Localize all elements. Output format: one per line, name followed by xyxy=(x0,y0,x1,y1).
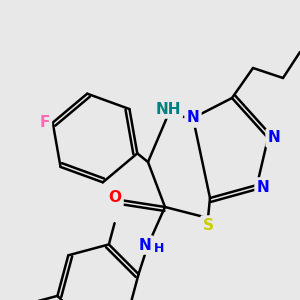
Text: H: H xyxy=(154,242,164,254)
Text: N: N xyxy=(256,179,269,194)
Text: S: S xyxy=(202,218,214,232)
Text: N: N xyxy=(139,238,152,253)
Text: O: O xyxy=(109,190,122,205)
Text: NH: NH xyxy=(155,101,181,116)
Text: N: N xyxy=(268,130,281,146)
Text: F: F xyxy=(40,115,50,130)
Text: N: N xyxy=(187,110,200,125)
